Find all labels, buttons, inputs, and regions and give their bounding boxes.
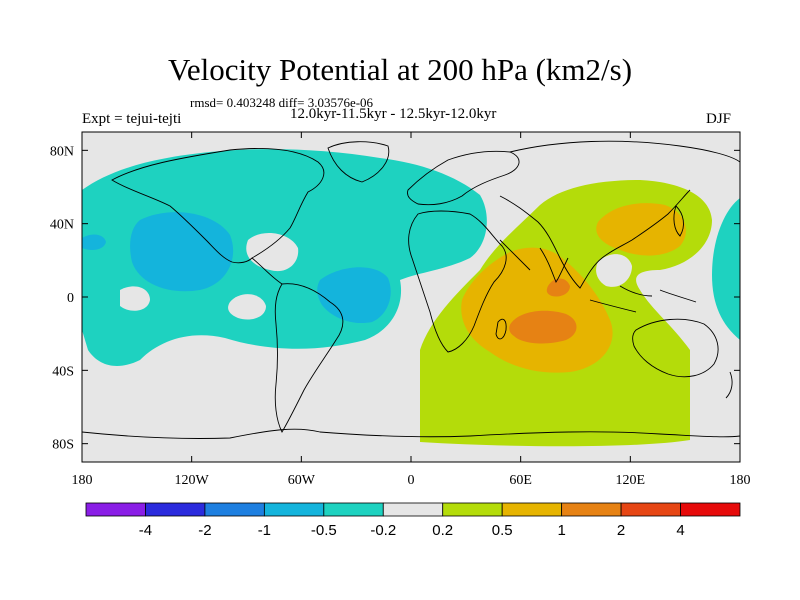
stats-line: rmsd= 0.403248 diff= 3.03576e-06 <box>190 95 374 110</box>
colorbar-swatch-1 <box>145 502 206 517</box>
colorbar-label: 0.2 <box>432 522 453 539</box>
coast-asia <box>499 140 740 289</box>
colorbar-swatch-5 <box>382 502 444 517</box>
contour-hole-pacific <box>120 286 150 311</box>
period-line: 12.0kyr-11.5kyr - 12.5kyr-12.0kyr <box>290 106 497 122</box>
contour-fill-pos1-bay-of-bengal <box>546 278 570 297</box>
colorbar-label: -4 <box>139 522 152 539</box>
experiment-label: Expt = tejui-tejti <box>82 111 182 127</box>
y-tick-label: 40S <box>52 364 74 379</box>
coast-greenland <box>327 141 390 183</box>
colorbar-label: -0.5 <box>311 522 337 539</box>
contour-fill-neg05-east-pacific <box>130 212 234 292</box>
coast-central-america <box>251 257 283 285</box>
coast-indonesia <box>589 285 697 313</box>
x-tick-label: 120W <box>175 473 210 488</box>
y-axis: 80N 40N 0 40S 80S <box>50 144 740 453</box>
x-tick-label: 120E <box>616 473 646 488</box>
contour-fill-neg02-west-pacific <box>712 198 740 340</box>
colorbar-label: -2 <box>198 522 211 539</box>
coast-south-america <box>274 283 344 433</box>
coast-europe <box>407 150 520 206</box>
coast-north-america <box>111 148 325 264</box>
x-tick-label: 180 <box>730 473 751 488</box>
contour-hole-south-america <box>228 294 266 320</box>
colorbar-swatch-8 <box>561 502 622 517</box>
contour-fill-pos05-east-asia <box>596 203 686 256</box>
coast-arabia-india <box>499 239 569 283</box>
contour-hole-southeast-asia <box>596 254 632 287</box>
x-tick-label: 60W <box>288 473 316 488</box>
colorbar-swatch-7 <box>501 502 563 517</box>
colorbar-label: 0.5 <box>492 522 513 539</box>
coastlines <box>82 140 740 439</box>
contour-hole-usa <box>246 233 299 272</box>
colorbar-label: 2 <box>617 522 625 539</box>
colorbar-label: 4 <box>676 522 684 539</box>
colorbar-swatch-6 <box>442 502 503 517</box>
x-tick-label: 60E <box>509 473 532 488</box>
y-tick-label: 40N <box>50 218 74 233</box>
season-label: DJF <box>706 111 732 127</box>
colorbar-label: -0.2 <box>370 522 396 539</box>
colorbar-label: -1 <box>258 522 271 539</box>
chart-title: Velocity Potential at 200 hPa (km2/s) <box>167 52 633 87</box>
colorbar-swatch-10 <box>680 502 741 517</box>
x-tick-label: 180 <box>72 473 93 488</box>
y-tick-label: 80S <box>52 438 74 453</box>
contour-fill-neg05-atlantic <box>317 267 391 324</box>
y-tick-label: 80N <box>50 144 74 159</box>
coast-australia <box>632 318 719 378</box>
colorbar-swatch-0 <box>85 502 146 517</box>
coast-antarctica <box>82 428 740 439</box>
x-axis: 180 120W 60W 0 60E 120E 180 <box>72 132 751 488</box>
coast-madagascar <box>495 318 507 340</box>
map-area <box>82 132 740 462</box>
colorbar: -4 -2 -1 -0.5 -0.2 0.2 0.5 1 2 4 <box>85 502 741 539</box>
x-tick-label: 0 <box>408 473 415 488</box>
coast-japan <box>673 205 684 237</box>
colorbar-swatch-3 <box>263 502 325 517</box>
contour-fill-neg05-west-atlantic-blob <box>82 234 106 250</box>
colorbar-swatch-2 <box>204 502 265 517</box>
coast-africa <box>408 210 507 353</box>
colorbar-swatch-9 <box>620 502 681 517</box>
y-tick-label: 0 <box>67 291 74 306</box>
colorbar-label: 1 <box>557 522 565 539</box>
coast-new-zealand <box>725 371 733 399</box>
contour-fill-pos1-central-indian <box>509 310 577 344</box>
contour-fill-pos05-indian-ocean <box>461 247 613 373</box>
colorbar-swatch-4 <box>323 502 384 517</box>
